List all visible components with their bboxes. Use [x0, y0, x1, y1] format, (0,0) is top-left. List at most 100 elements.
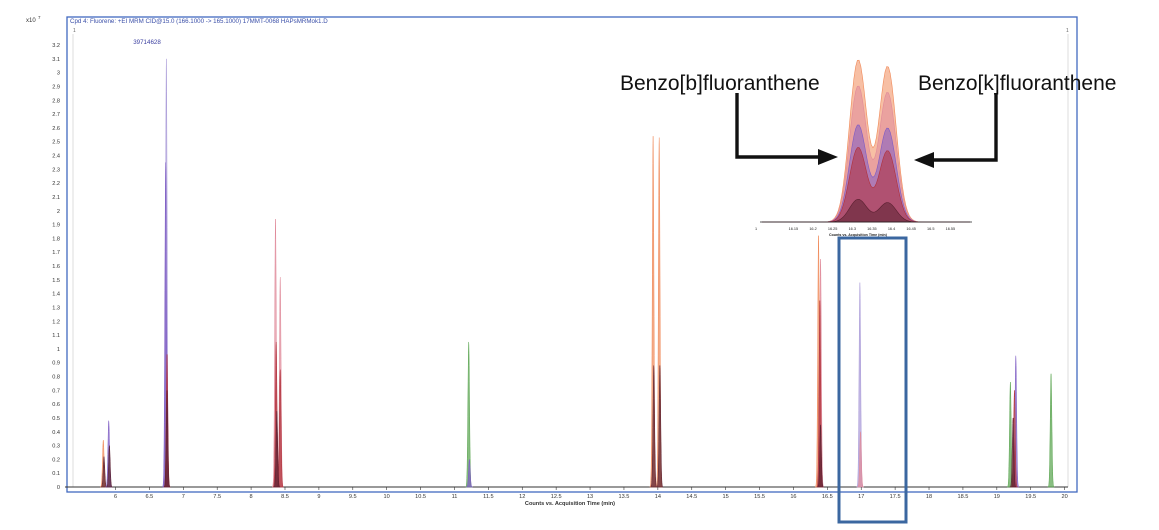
x-tick-label: 9.5 — [349, 494, 357, 500]
x-tick-label: 12.5 — [551, 494, 562, 500]
x-tick-label: 17 — [858, 494, 864, 500]
right-marker: 1 — [1066, 28, 1069, 34]
x-tick-label: 11.5 — [483, 494, 493, 500]
y-tick-label: 2.7 — [52, 112, 60, 118]
y-tick-label: 3.1 — [52, 57, 60, 63]
y-tick-label: 2.5 — [52, 140, 60, 146]
y-tick-label: 2.8 — [52, 98, 60, 104]
y-tick-label: 1.1 — [52, 333, 60, 339]
x-tick-label: 18.5 — [957, 494, 968, 500]
highlight-box — [837, 236, 908, 524]
x-axis-title: Counts vs. Acquisition Time (min) — [525, 501, 615, 507]
y-tick-label: 0.8 — [52, 375, 60, 381]
y-tick-label: 3 — [57, 71, 60, 77]
y-tick-label: 0.5 — [52, 416, 60, 422]
peak-dark — [656, 365, 664, 488]
peak-dark — [817, 424, 825, 488]
x-tick-label: 14 — [655, 494, 661, 500]
arrow-k — [914, 93, 998, 168]
inset-x-axis-title: Counts vs. Acquisition Time (min) — [829, 233, 888, 237]
x-tick-label: 20 — [1061, 494, 1067, 500]
y-tick-label: 1.2 — [52, 319, 60, 325]
y-tick-label: 0.7 — [52, 388, 60, 394]
peak-pink — [857, 431, 865, 488]
x-tick-label: 8.5 — [281, 494, 289, 500]
y-tick-label: 2.1 — [52, 195, 60, 201]
inset-x-tick-label: 16.45 — [906, 227, 916, 231]
x-tick-label: 13.5 — [619, 494, 630, 500]
x-tick-label: 7 — [182, 494, 185, 500]
y-tick-label: 1.9 — [52, 223, 60, 229]
y-exponent-power: 7 — [38, 15, 41, 20]
peak-dark — [163, 390, 171, 488]
inset-x-tick-label: 16.25 — [828, 227, 838, 231]
peak-dark — [650, 365, 658, 488]
peak-purple — [465, 458, 473, 488]
x-tick-label: 12 — [519, 494, 525, 500]
x-tick-label: 9 — [317, 494, 320, 500]
y-tick-label: 0 — [57, 485, 60, 491]
y-tick-label: 2 — [57, 209, 60, 215]
y-tick-label: 2.6 — [52, 126, 60, 132]
inset-x-tick-label: 1 — [755, 227, 757, 231]
inset-x-tick-label: 16.15 — [789, 227, 799, 231]
y-tick-label: 2.9 — [52, 84, 60, 90]
benzo-b-label: Benzo[b]fluoranthene — [620, 72, 820, 95]
x-tick-label: 15.5 — [754, 494, 765, 500]
y-tick-label: 2.4 — [52, 154, 60, 160]
y-tick-label: 0.6 — [52, 402, 60, 408]
main-peaks — [99, 58, 1055, 488]
y-tick-label: 1.5 — [52, 278, 60, 284]
plot-frame — [66, 16, 1078, 493]
x-tick-label: 18 — [926, 494, 932, 500]
inset-x-tick-label: 16.35 — [867, 227, 877, 231]
inset-ticks: 1 16.15 16.2 16.25 16.3 16.35 16.4 16.45 16.5 16.… — [755, 227, 955, 231]
y-tick-label: 2.2 — [52, 181, 60, 187]
y-tick-label: 3.2 — [52, 43, 60, 49]
x-tick-label: 16.5 — [822, 494, 833, 500]
x-tick-label: 13 — [587, 494, 593, 500]
y-tick-label: 0.2 — [52, 457, 60, 463]
left-marker: 1 — [73, 28, 76, 34]
x-tick-label: 7.5 — [213, 494, 221, 500]
x-tick-label: 10.5 — [415, 494, 426, 500]
x-tick-label: 19.5 — [1025, 494, 1036, 500]
y-tick-label: 1.7 — [52, 250, 60, 256]
y-tick-label: 1 — [57, 347, 60, 353]
main-ticks: 0 0.1 0.2 0.3 0.4 0.5 0.6 0.7 0.8 0.9 1 1.1 1.2 1.3 1.… — [52, 43, 1068, 500]
peak-green — [1047, 373, 1055, 488]
inset-x-tick-label: 16.2 — [809, 227, 816, 231]
x-tick-label: 15 — [723, 494, 729, 500]
inset-chart: 1 16.15 16.2 16.25 16.3 16.35 16.4 16.45 16.5 16.… — [755, 59, 972, 237]
y-tick-label: 0.9 — [52, 361, 60, 367]
arrow-b — [735, 93, 838, 165]
y-tick-label: 1.6 — [52, 264, 60, 270]
x-tick-label: 19 — [994, 494, 1000, 500]
benzo-k-label: Benzo[k]fluoranthene — [918, 72, 1116, 95]
x-tick-label: 8 — [250, 494, 253, 500]
apex-value-label: 39714628 — [133, 39, 161, 46]
x-tick-label: 6.5 — [146, 494, 154, 500]
y-tick-label: 2.3 — [52, 167, 60, 173]
x-tick-label: 6 — [114, 494, 117, 500]
x-tick-label: 11 — [452, 494, 458, 500]
x-tick-label: 17.5 — [890, 494, 901, 500]
inset-x-tick-label: 16.3 — [849, 227, 856, 231]
y-tick-label: 1.8 — [52, 236, 60, 242]
x-tick-label: 14.5 — [686, 494, 697, 500]
y-tick-label: 0.4 — [52, 430, 60, 436]
chart-title: Cpd 4: Fluorene: +EI MRM CID@15.0 (166.1… — [70, 18, 328, 25]
y-tick-label: 0.3 — [52, 444, 60, 450]
x-tick-label: 10 — [384, 494, 390, 500]
y-tick-label: 1.4 — [52, 292, 60, 298]
peak-dark — [1009, 417, 1017, 488]
inset-x-tick-label: 16.5 — [927, 227, 934, 231]
y-tick-label: 0.1 — [52, 471, 60, 477]
inset-x-tick-label: 16.4 — [888, 227, 895, 231]
y-tick-label: 1.3 — [52, 305, 60, 311]
peak-dark — [105, 445, 113, 488]
y-exponent-label: x10 — [26, 18, 36, 24]
peak-dark — [273, 411, 281, 488]
